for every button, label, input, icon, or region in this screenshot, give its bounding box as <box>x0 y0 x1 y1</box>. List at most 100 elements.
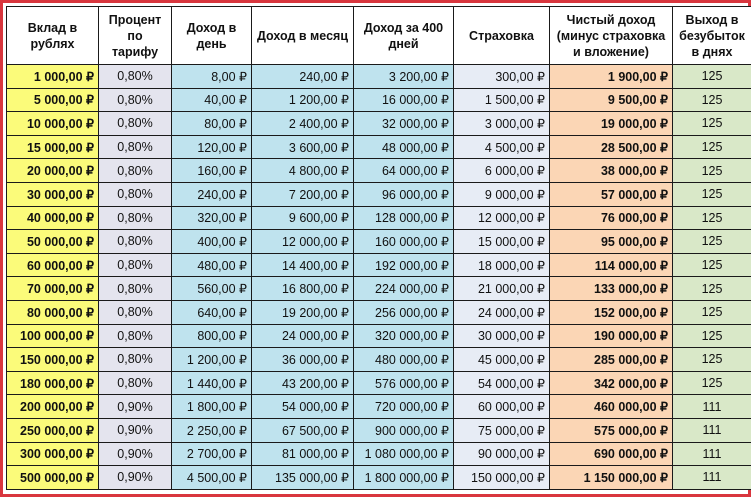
table-body: 1 000,00 ₽0,80% 8,00 ₽240,00 ₽3 200,00 ₽3… <box>6 64 751 490</box>
cell-insurance: 3 000,00 ₽ <box>453 111 550 136</box>
cell-net-income: 38 000,00 ₽ <box>549 158 673 183</box>
cell-breakeven-days: 111 <box>672 394 751 419</box>
table-row: 150 000,00 ₽0,80% 1 200,00 ₽36 000,00 ₽48… <box>6 347 751 372</box>
table-row: 60 000,00 ₽0,80% 480,00 ₽14 400,00 ₽192 0… <box>6 252 751 278</box>
cell-income-day: 320,00 ₽ <box>171 205 252 231</box>
cell-income-day: 2 700,00 ₽ <box>171 441 252 467</box>
cell-income-day: 400,00 ₽ <box>171 229 252 254</box>
cell-income-400-days: 96 000,00 ₽ <box>353 181 454 207</box>
cell-income-day: 480,00 ₽ <box>171 252 252 278</box>
cell-breakeven-days: 111 <box>672 417 751 443</box>
cell-insurance: 60 000,00 ₽ <box>453 394 550 419</box>
cell-percent: 0,90% <box>98 441 172 467</box>
cell-net-income: 690 000,00 ₽ <box>549 441 673 467</box>
header-breakeven-days: Выход в безубыток в днях <box>672 6 751 65</box>
cell-net-income: 1 900,00 ₽ <box>549 64 673 89</box>
cell-income-400-days: 320 000,00 ₽ <box>353 323 454 349</box>
cell-insurance: 12 000,00 ₽ <box>453 205 550 231</box>
cell-deposit: 20 000,00 ₽ <box>6 158 99 183</box>
cell-percent: 0,80% <box>98 111 172 136</box>
cell-insurance: 90 000,00 ₽ <box>453 441 550 467</box>
cell-percent: 0,80% <box>98 252 172 278</box>
cell-income-month: 14 400,00 ₽ <box>251 252 354 278</box>
header-income-day: Доход в день <box>171 6 252 65</box>
cell-deposit: 300 000,00 ₽ <box>6 441 99 467</box>
cell-income-400-days: 1 080 000,00 ₽ <box>353 441 454 467</box>
cell-net-income: 152 000,00 ₽ <box>549 299 673 325</box>
cell-income-day: 80,00 ₽ <box>171 111 252 136</box>
cell-net-income: 133 000,00 ₽ <box>549 276 673 301</box>
cell-breakeven-days: 125 <box>672 87 751 113</box>
cell-breakeven-days: 125 <box>672 64 751 89</box>
cell-income-month: 24 000,00 ₽ <box>251 323 354 349</box>
table-row: 40 000,00 ₽0,80% 320,00 ₽9 600,00 ₽128 00… <box>6 205 751 231</box>
cell-breakeven-days: 125 <box>672 347 751 372</box>
cell-income-400-days: 64 000,00 ₽ <box>353 158 454 183</box>
cell-percent: 0,80% <box>98 158 172 183</box>
cell-percent: 0,80% <box>98 276 172 301</box>
table-row: 1 000,00 ₽0,80% 8,00 ₽240,00 ₽3 200,00 ₽3… <box>6 64 751 89</box>
cell-deposit: 80 000,00 ₽ <box>6 299 99 325</box>
cell-insurance: 54 000,00 ₽ <box>453 370 550 396</box>
cell-income-month: 2 400,00 ₽ <box>251 111 354 136</box>
cell-income-400-days: 576 000,00 ₽ <box>353 370 454 396</box>
cell-net-income: 28 500,00 ₽ <box>549 134 673 160</box>
cell-percent: 0,80% <box>98 205 172 231</box>
cell-income-month: 16 800,00 ₽ <box>251 276 354 301</box>
cell-breakeven-days: 125 <box>672 205 751 231</box>
cell-breakeven-days: 111 <box>672 465 751 490</box>
cell-deposit: 150 000,00 ₽ <box>6 347 99 372</box>
cell-income-400-days: 192 000,00 ₽ <box>353 252 454 278</box>
cell-breakeven-days: 125 <box>672 299 751 325</box>
cell-income-400-days: 128 000,00 ₽ <box>353 205 454 231</box>
cell-percent: 0,80% <box>98 323 172 349</box>
cell-net-income: 1 150 000,00 ₽ <box>549 465 673 490</box>
cell-income-day: 40,00 ₽ <box>171 87 252 113</box>
cell-breakeven-days: 125 <box>672 181 751 207</box>
cell-breakeven-days: 125 <box>672 134 751 160</box>
cell-percent: 0,80% <box>98 370 172 396</box>
cell-deposit: 60 000,00 ₽ <box>6 252 99 278</box>
cell-deposit: 10 000,00 ₽ <box>6 111 99 136</box>
cell-net-income: 19 000,00 ₽ <box>549 111 673 136</box>
cell-insurance: 75 000,00 ₽ <box>453 417 550 443</box>
table-row: 200 000,00 ₽0,90% 1 800,00 ₽54 000,00 ₽72… <box>6 394 751 419</box>
cell-income-day: 240,00 ₽ <box>171 181 252 207</box>
cell-income-month: 3 600,00 ₽ <box>251 134 354 160</box>
cell-insurance: 1 500,00 ₽ <box>453 87 550 113</box>
cell-income-month: 4 800,00 ₽ <box>251 158 354 183</box>
cell-breakeven-days: 125 <box>672 229 751 254</box>
cell-deposit: 100 000,00 ₽ <box>6 323 99 349</box>
cell-net-income: 95 000,00 ₽ <box>549 229 673 254</box>
cell-percent: 0,80% <box>98 229 172 254</box>
cell-percent: 0,90% <box>98 465 172 490</box>
cell-deposit: 1 000,00 ₽ <box>6 64 99 89</box>
cell-breakeven-days: 125 <box>672 158 751 183</box>
cell-income-400-days: 3 200,00 ₽ <box>353 64 454 89</box>
cell-deposit: 15 000,00 ₽ <box>6 134 99 160</box>
cell-net-income: 57 000,00 ₽ <box>549 181 673 207</box>
cell-percent: 0,90% <box>98 394 172 419</box>
header-deposit: Вклад в рублях <box>6 6 99 65</box>
cell-net-income: 9 500,00 ₽ <box>549 87 673 113</box>
cell-income-400-days: 256 000,00 ₽ <box>353 299 454 325</box>
cell-income-day: 4 500,00 ₽ <box>171 465 252 490</box>
table-row: 80 000,00 ₽0,80% 640,00 ₽19 200,00 ₽256 0… <box>6 299 751 325</box>
cell-deposit: 180 000,00 ₽ <box>6 370 99 396</box>
cell-insurance: 30 000,00 ₽ <box>453 323 550 349</box>
cell-breakeven-days: 125 <box>672 276 751 301</box>
table-row: 180 000,00 ₽0,80% 1 440,00 ₽43 200,00 ₽57… <box>6 370 751 396</box>
cell-deposit: 50 000,00 ₽ <box>6 229 99 254</box>
cell-deposit: 500 000,00 ₽ <box>6 465 99 490</box>
cell-income-day: 560,00 ₽ <box>171 276 252 301</box>
table-row: 15 000,00 ₽0,80% 120,00 ₽3 600,00 ₽48 000… <box>6 134 751 160</box>
cell-insurance: 24 000,00 ₽ <box>453 299 550 325</box>
cell-income-400-days: 1 800 000,00 ₽ <box>353 465 454 490</box>
cell-income-400-days: 224 000,00 ₽ <box>353 276 454 301</box>
cell-insurance: 4 500,00 ₽ <box>453 134 550 160</box>
cell-deposit: 200 000,00 ₽ <box>6 394 99 419</box>
table-row: 30 000,00 ₽0,80% 240,00 ₽7 200,00 ₽96 000… <box>6 181 751 207</box>
cell-percent: 0,80% <box>98 87 172 113</box>
cell-income-day: 2 250,00 ₽ <box>171 417 252 443</box>
cell-income-day: 160,00 ₽ <box>171 158 252 183</box>
